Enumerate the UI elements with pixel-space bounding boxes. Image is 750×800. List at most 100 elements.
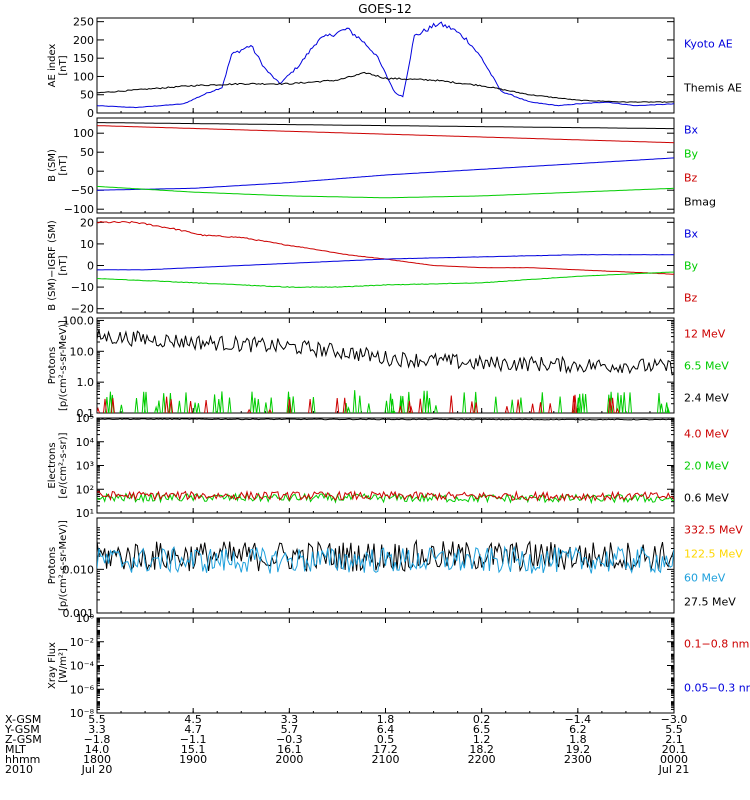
series-line-blue <box>97 254 674 271</box>
legend-entry: 0.1−0.8 nm <box>684 638 749 651</box>
y-tick-label: 0 <box>87 165 94 178</box>
panel-3: 20 10 0 −10 −20 B (SM)−IGRF (SM) [nT] Bx By Bz <box>47 216 699 315</box>
legend-entry: 0.6 MeV <box>684 492 729 505</box>
series-line-black <box>97 329 674 376</box>
x-axis-value: 2100 <box>372 753 400 766</box>
x-axis-table: X-GSMY-GSMZ-GSMMLThhmm20105.53.3−1.814.0… <box>4 713 689 776</box>
series-line-red <box>97 125 674 144</box>
y-axis-label: Xray Flux <box>47 642 58 689</box>
y-tick-label: 0 <box>87 107 94 120</box>
y-tick-label: 100 <box>73 70 94 83</box>
legend-entry: 332.5 MeV <box>684 524 743 537</box>
x-axis-value: 15.1 <box>181 743 206 756</box>
y-axis-label: Protons <box>47 347 58 384</box>
figure-title: GOES-12 <box>358 2 412 16</box>
legend-entry: 12 MeV <box>684 328 726 341</box>
y-axis-label: [nT] <box>58 55 69 75</box>
legend-entry: Bz <box>684 172 698 185</box>
y-axis-label: B (SM) <box>47 149 58 182</box>
x-axis-value: 5.5 <box>665 723 683 736</box>
x-axis-value: 2.1 <box>665 733 683 746</box>
series-line-black <box>97 539 674 573</box>
x-axis-value: 17.2 <box>373 743 398 756</box>
y-axis-label: [e/(cm²-s-sr)] <box>58 432 69 498</box>
legend-entry: Bx <box>684 228 699 241</box>
legend-entry: Bmag <box>684 196 716 209</box>
x-axis-row-label: MLT <box>5 743 26 756</box>
y-tick-label: 10¹ <box>76 507 94 520</box>
y-tick-label: 0.001 <box>63 607 95 620</box>
y-axis-label: B (SM)−IGRF (SM) <box>47 220 58 311</box>
x-axis-value: 19.2 <box>566 743 591 756</box>
y-tick-label: 1.0 <box>77 376 95 389</box>
y-tick-label: 0.010 <box>63 563 95 576</box>
x-axis-value: 2000 <box>275 753 303 766</box>
x-axis-value: 20.1 <box>662 743 687 756</box>
panel-frame <box>96 217 675 314</box>
y-tick-label: 150 <box>73 52 94 65</box>
y-tick-label: 250 <box>73 16 94 29</box>
panel-2: 100 50 0 −50 −100 B (SM) [nT] Bx By Bz Bmag <box>47 117 716 216</box>
y-tick-label: 100 <box>73 127 94 140</box>
y-tick-label: 200 <box>73 34 94 47</box>
x-axis-value: 1.2 <box>473 733 491 746</box>
y-tick-label: 0 <box>87 260 94 273</box>
legend-entry: 2.4 MeV <box>684 392 729 405</box>
y-tick-label: 0.1 <box>77 407 95 420</box>
legend-entry: Bx <box>684 124 699 137</box>
x-axis-value: 4.7 <box>184 723 202 736</box>
y-tick-label: 10⁵ <box>76 412 94 425</box>
y-tick-label: 10.0 <box>70 345 95 358</box>
y-tick-label: −100 <box>64 203 94 216</box>
series-line-cyan <box>97 545 674 574</box>
series-line-black <box>97 71 674 103</box>
y-tick-label: 10⁴ <box>76 436 95 449</box>
x-axis-value: 4.5 <box>184 713 202 726</box>
panel-6: 0.010 0.001 Protons [p/(cm²-s-sr-MeV)] 332.5… <box>47 517 743 620</box>
y-axis-label: [p/(cm²-s-sr-MeV)] <box>58 320 69 411</box>
legend-entry: 60 MeV <box>684 572 726 585</box>
y-tick-label: 10 <box>80 238 94 251</box>
legend-entry: 0.05−0.3 nm <box>684 682 750 695</box>
x-axis-value: 6.2 <box>569 723 587 736</box>
x-axis-value: −3.0 <box>661 713 688 726</box>
x-axis-value: 0000 <box>660 753 688 766</box>
y-axis-label: [nT] <box>58 255 69 275</box>
series-line-red <box>97 220 674 275</box>
legend-entry: By <box>684 260 699 273</box>
x-axis-row-label: 2010 <box>5 763 33 776</box>
y-axis-label: Protons <box>47 547 58 584</box>
x-axis-value: 2200 <box>468 753 496 766</box>
x-axis-value: 0.2 <box>473 713 491 726</box>
y-tick-label: −20 <box>71 303 94 316</box>
legend-entry: Kyoto AE <box>684 38 733 51</box>
legend-entry: 27.5 MeV <box>684 596 736 609</box>
y-tick-label: −50 <box>71 184 94 197</box>
x-axis-value: −0.3 <box>276 733 303 746</box>
legend-entry: 2.0 MeV <box>684 460 729 473</box>
x-axis-value: 5.5 <box>88 713 106 726</box>
y-tick-label: 10⁰ <box>76 612 95 625</box>
series-line-black <box>97 122 674 130</box>
y-axis-label: Electrons <box>47 442 58 488</box>
x-axis-value: 1.8 <box>377 713 395 726</box>
y-axis-label: [nT] <box>58 155 69 175</box>
x-axis-row-label: hhmm <box>5 753 40 766</box>
x-axis-value: 6.5 <box>473 723 491 736</box>
series-line-blue <box>97 21 674 109</box>
series-line-green <box>97 271 674 288</box>
y-tick-label: 100.0 <box>63 314 95 327</box>
legend-entry: Themis AE <box>683 82 742 95</box>
x-axis-value: Jul 20 <box>81 763 113 776</box>
y-tick-label: −10 <box>71 281 94 294</box>
x-axis-row-label: Y-GSM <box>4 723 40 736</box>
series-line-green <box>104 390 670 413</box>
x-axis-value: 0.5 <box>377 733 395 746</box>
panel-frame <box>96 117 675 214</box>
y-tick-label: 10⁻⁶ <box>70 683 95 696</box>
panel-frame <box>96 17 675 114</box>
panel-frame <box>96 617 675 714</box>
x-axis-value: −1.4 <box>564 713 591 726</box>
y-tick-label: 50 <box>80 146 94 159</box>
